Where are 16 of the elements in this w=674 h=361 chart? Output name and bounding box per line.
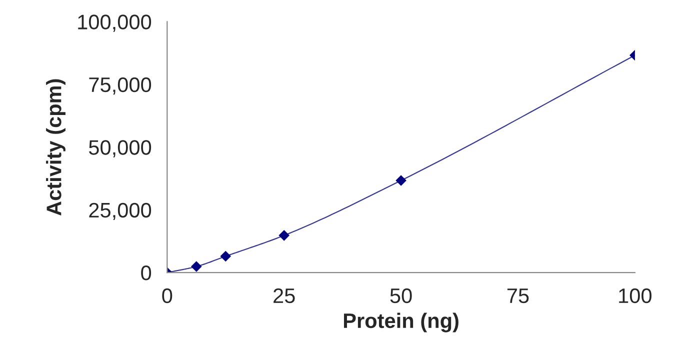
y-tick-label: 50,000 [88,140,152,158]
point [191,261,202,272]
x-tick-label: 0 [162,288,172,304]
y-axis-title: Activity (cpm) [46,79,66,216]
x-tick-label: 25 [274,288,295,304]
x-tick-label: 75 [507,288,529,304]
x-tick-label: 100 [619,288,652,304]
x-axis-title: Protein (ng) [344,312,458,332]
x-tick-label: 50 [390,288,412,304]
y-tick-label: 25,000 [89,202,152,220]
point [396,175,406,186]
y-tick-label: 75,000 [89,77,152,95]
y-tick-label: 0 [141,266,152,280]
point [278,230,290,241]
point [220,251,231,262]
y-tick-label: 100,000 [78,14,152,32]
